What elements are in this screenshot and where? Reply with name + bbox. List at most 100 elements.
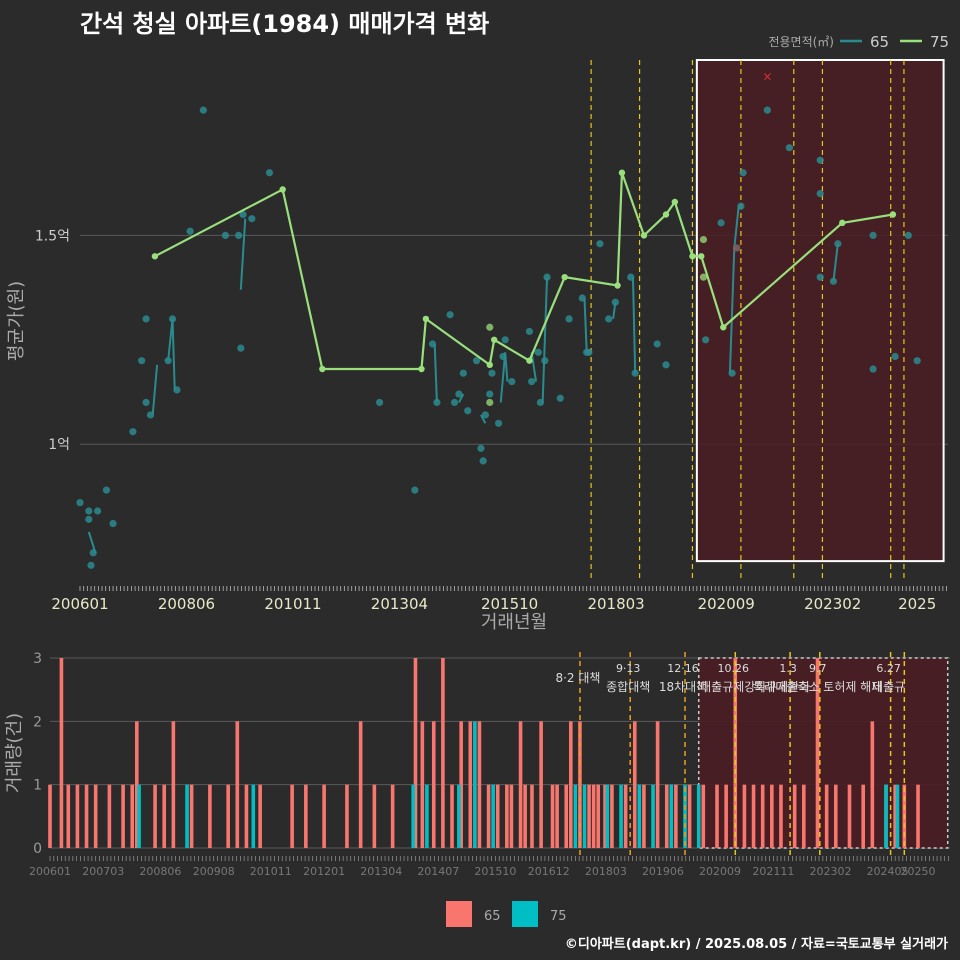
- series-65-point: [732, 244, 741, 252]
- bar-65: [539, 721, 543, 848]
- bar-65: [244, 784, 249, 848]
- bar-65: [603, 784, 607, 848]
- x-tick-label: 202302: [804, 595, 861, 613]
- bar-65: [587, 784, 591, 848]
- bar-75: [491, 784, 495, 848]
- bar-65: [441, 658, 445, 848]
- series-65-point: [109, 519, 117, 528]
- series-65-segment: [458, 393, 465, 403]
- series-65-point: [816, 273, 824, 281]
- bar-65: [623, 784, 628, 848]
- series-65-point: [816, 190, 824, 198]
- series-65-point: [785, 144, 793, 152]
- series-65-point: [585, 348, 593, 356]
- bar-65: [724, 784, 728, 848]
- series-65-point: [433, 398, 441, 407]
- series-65-point: [173, 386, 181, 394]
- bar-65: [258, 784, 262, 848]
- series-65-point: [508, 377, 516, 386]
- bar-65: [893, 784, 897, 848]
- bar-65: [779, 784, 783, 848]
- bar-65: [564, 784, 569, 848]
- series-65-segment: [480, 414, 487, 424]
- bar-65: [107, 784, 112, 848]
- series-75-point: [561, 273, 568, 281]
- bar-65: [171, 721, 176, 848]
- bar-65: [372, 784, 377, 848]
- bar-65: [751, 784, 756, 848]
- series-65-point: [87, 561, 95, 569]
- bar-65: [701, 784, 706, 848]
- policy-date: 10.26: [718, 662, 750, 675]
- x-tick-label: 200601: [51, 595, 108, 613]
- series-65-point: [913, 357, 921, 365]
- series-65-point: [248, 215, 256, 223]
- series-65-point: [102, 486, 111, 494]
- bar-65: [833, 784, 838, 848]
- bar-65: [84, 784, 89, 848]
- bar-65: [235, 721, 240, 848]
- bar-highlight-region: [697, 657, 949, 849]
- bar-x-tick-label: 200703: [82, 865, 124, 878]
- x-tick-label: 200806: [158, 595, 215, 613]
- series-75-point: [614, 282, 621, 289]
- series-65-point: [235, 231, 243, 239]
- series-65-point: [479, 457, 487, 465]
- series-65-point: [464, 407, 472, 415]
- bar-legend-label-65: 65: [484, 909, 501, 924]
- series-75-point: [418, 365, 425, 373]
- bar-65: [687, 784, 692, 848]
- series-65-point: [702, 336, 710, 344]
- bar-65: [345, 784, 349, 848]
- policy-label: 종합대책: [606, 679, 650, 694]
- series-65-segment: [631, 277, 637, 374]
- series-65-segment: [239, 218, 247, 290]
- x-tick-label: 2025: [898, 595, 936, 613]
- series-65-point: [459, 369, 467, 377]
- bar-65: [518, 721, 523, 848]
- bar-x-tick-label: 201407: [417, 865, 459, 878]
- series-65-point: [605, 315, 613, 323]
- series-65-point: [763, 106, 771, 114]
- bar-65: [162, 784, 167, 848]
- series-75-point: [618, 169, 626, 176]
- x-tick-label: 201304: [371, 595, 428, 613]
- x-tick-label: 201803: [587, 595, 644, 613]
- series-65-point: [455, 390, 463, 398]
- bar-75: [425, 784, 429, 848]
- series-65-point: [142, 398, 150, 407]
- bar-65: [459, 721, 463, 848]
- series-65-point: [146, 411, 155, 419]
- bar-65: [66, 784, 71, 848]
- bar-y-axis-title: 거래량(건): [4, 713, 25, 793]
- bar-x-tick-label: 201510: [474, 865, 516, 878]
- series-65-point: [85, 507, 93, 515]
- series-65-point: [829, 277, 838, 285]
- series-75-point: [486, 323, 494, 331]
- bar-legend-key-65: [446, 901, 472, 927]
- bar-65: [870, 721, 875, 848]
- bar-75: [411, 784, 415, 848]
- bar-75: [605, 784, 610, 848]
- policy-date: 6.27: [876, 662, 901, 675]
- series-65-point: [611, 298, 619, 306]
- series-65-segment: [433, 343, 438, 403]
- legend-title: 전용면적(㎡): [768, 35, 834, 49]
- bar-65: [610, 784, 614, 848]
- x-tick-label: 201510: [481, 595, 538, 613]
- series-65-point: [94, 507, 102, 515]
- series-65-point: [501, 336, 509, 344]
- series-65-point: [717, 219, 725, 227]
- bar-75: [251, 784, 256, 848]
- bar-65: [413, 658, 418, 848]
- series-65-point: [499, 352, 507, 361]
- series-65-point: [543, 273, 551, 281]
- bar-75: [473, 721, 477, 848]
- series-65-point: [728, 369, 736, 377]
- series-65-point: [129, 428, 137, 436]
- bar-65: [75, 784, 80, 848]
- bar-y-tick-label: 2: [33, 714, 42, 730]
- series-65-point: [739, 169, 747, 177]
- bar-x-tick-label: 201906: [642, 865, 684, 878]
- series-65-segment: [151, 364, 159, 416]
